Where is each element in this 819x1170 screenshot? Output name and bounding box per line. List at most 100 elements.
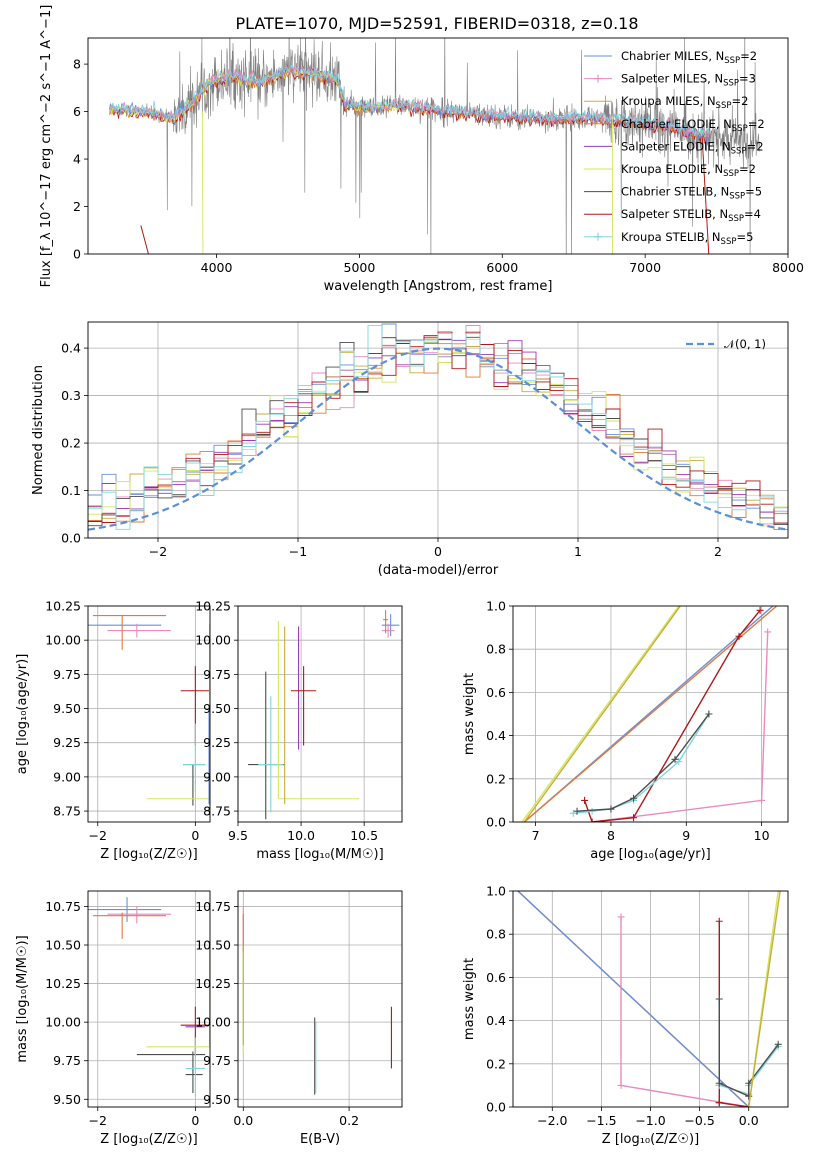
y-axis-label: mass [log₁₀(M/M☉)] xyxy=(15,935,30,1062)
x-tick-label: −2 xyxy=(149,544,167,559)
plus-marker xyxy=(581,796,589,804)
plus-marker xyxy=(594,74,602,83)
x-tick-label: 0.0 xyxy=(739,1113,759,1128)
y-tick-label: 0.2 xyxy=(486,771,506,786)
x-axis-label: age [log₁₀(age/yr)] xyxy=(590,847,711,862)
y-tick-label: 6 xyxy=(73,104,81,119)
mass-weight-line-kroupa_miles xyxy=(523,606,681,822)
plot-area xyxy=(88,615,210,806)
legend-label: Chabrier ELODIE, NSSP=2 xyxy=(621,117,765,134)
legend-subscript: SSP xyxy=(723,79,739,89)
y-tick-label: 10.25 xyxy=(45,976,81,991)
plot-area xyxy=(517,891,782,1107)
axes-frame xyxy=(512,605,789,823)
plus-marker xyxy=(705,710,713,718)
model-edge-salpeter_stelib xyxy=(140,225,149,254)
plus-marker xyxy=(617,913,625,921)
y-tick-label: 9.00 xyxy=(53,769,81,784)
plus-marker xyxy=(715,995,723,1003)
panel-spectrum: 4000 5000 6000 7000 8000 0 2 4 6 8 wavelength [Ang… xyxy=(39,5,804,294)
legend-name: Chabrier MILES, N xyxy=(621,49,724,63)
legend-name: Kroupa ELODIE, N xyxy=(621,162,723,176)
plus-marker xyxy=(573,807,581,815)
x-tick-label: 2 xyxy=(714,544,722,559)
y-tick-label: 9.25 xyxy=(203,735,231,750)
plus-marker xyxy=(630,794,638,802)
plus-marker xyxy=(630,814,638,822)
x-axis-label: E(B-V) xyxy=(300,1132,340,1147)
y-tick-label: 10.25 xyxy=(195,976,231,991)
panel-mass_vs_Z: −2 0 9.50 9.75 10.00 10.25 10.50 10.75 Z [log₁₀(… xyxy=(15,890,211,1147)
x-tick-label: 9 xyxy=(682,828,690,843)
histogram-chabrier_elodie xyxy=(88,343,788,530)
legend: 𝒩(0, 1) xyxy=(686,337,766,351)
x-tick-label: 4000 xyxy=(201,260,233,275)
y-tick-label: 10.00 xyxy=(195,633,231,648)
x-tick-label: −0.5 xyxy=(684,1113,714,1128)
legend-name: Salpeter ELODIE, N xyxy=(621,139,731,153)
y-tick-label: 1.0 xyxy=(486,884,506,899)
x-tick-label: 0 xyxy=(191,1113,199,1128)
y-tick-label: 10.25 xyxy=(45,599,81,614)
y-tick-label: 9.75 xyxy=(203,667,231,682)
normal-curve xyxy=(88,347,788,531)
legend-label: Kroupa STELIB, NSSP=5 xyxy=(621,230,753,247)
legend-subscript: SSP xyxy=(731,146,747,156)
legend-suffix: =5 xyxy=(736,230,753,244)
mass-weight-line-chabrier_elodie xyxy=(523,606,778,822)
axes-frame xyxy=(237,605,403,823)
legend-subscript: SSP xyxy=(716,101,732,111)
panel-massweight_vs_Z: −2.0 −1.5 −1.0 −0.5 0.0 0.0 0.2 0.4 0.6 0.8 1.0 Z [… xyxy=(462,884,789,1147)
x-tick-label: 8000 xyxy=(772,260,804,275)
y-axis-label: mass weight xyxy=(462,958,477,1040)
x-tick-label: 7 xyxy=(532,828,540,843)
panel-residuals: −2 −1 0 1 2 0.0 0.1 0.2 0.3 0.4 (data-model)/error… xyxy=(31,321,789,578)
plus-marker xyxy=(617,1081,625,1089)
legend-name: Kroupa STELIB, N xyxy=(621,230,721,244)
y-tick-label: 8 xyxy=(73,57,81,72)
panel-age_vs_mass: 9.5 10.0 10.5 8.75 9.00 9.25 9.50 9.75 10.00 10.2… xyxy=(195,599,403,862)
y-tick-label: 9.50 xyxy=(53,701,81,716)
legend-subscript: SSP xyxy=(721,237,737,247)
y-tick-label: 8.75 xyxy=(53,804,81,819)
mass-weight-line-kroupa_elodie xyxy=(521,606,680,822)
y-tick-label: 0.6 xyxy=(486,685,506,700)
y-tick-label: 9.50 xyxy=(203,1092,231,1107)
y-tick-label: 10.00 xyxy=(195,1015,231,1030)
x-tick-label: 0 xyxy=(191,828,199,843)
mass-weight-line-salpeter_stelib xyxy=(718,921,749,1107)
x-tick-label: −1.5 xyxy=(586,1113,616,1128)
legend-name: Salpeter STELIB, N xyxy=(621,207,728,221)
y-tick-label: 1.0 xyxy=(486,599,506,614)
panel-mass_vs_EBV: 0.0 0.2 9.50 9.75 10.00 10.25 10.50 10.75 E(B-V) xyxy=(195,890,403,1147)
y-tick-label: 9.50 xyxy=(53,1092,81,1107)
legend-suffix: =2 xyxy=(747,139,764,153)
plot-area xyxy=(242,906,392,1095)
x-axis-label: Z [log₁₀(Z/Z☉)] xyxy=(602,1132,699,1147)
y-axis-label: mass weight xyxy=(462,673,477,755)
x-tick-label: 10.0 xyxy=(287,828,315,843)
y-tick-label: 10.00 xyxy=(45,1015,81,1030)
model-edge-salpeter_stelib xyxy=(701,140,710,254)
mass-weight-line-salpeter_miles xyxy=(620,916,749,1107)
x-tick-label: −2 xyxy=(89,828,107,843)
plus-marker xyxy=(764,628,772,636)
plus-marker xyxy=(735,632,743,640)
y-tick-label: 0 xyxy=(73,247,81,262)
legend-suffix: =2 xyxy=(740,49,757,63)
plus-marker xyxy=(745,1092,753,1100)
x-tick-label: 10 xyxy=(754,828,770,843)
panel-massweight_vs_age: 7 8 9 10 0.0 0.2 0.4 0.6 0.8 1.0 age [log₁₀(age/yr… xyxy=(462,599,789,862)
histogram-kroupa_elodie xyxy=(88,338,788,527)
y-axis-label: Flux [f_λ 10^−17 erg cm^−2 s^−1 A^−1] xyxy=(39,5,54,288)
plus-marker xyxy=(715,1099,723,1107)
y-tick-label: 10.50 xyxy=(195,938,231,953)
y-tick-label: 9.50 xyxy=(203,701,231,716)
legend-label: Kroupa ELODIE, NSSP=2 xyxy=(621,162,756,179)
x-tick-label: 1 xyxy=(574,544,582,559)
legend-suffix: =2 xyxy=(731,94,748,108)
mass-weight-line-kroupa_miles xyxy=(748,891,781,1107)
y-tick-label: 0.4 xyxy=(61,341,81,356)
plus-marker xyxy=(756,606,764,614)
model-edge-kroupa-elodie xyxy=(201,111,204,254)
